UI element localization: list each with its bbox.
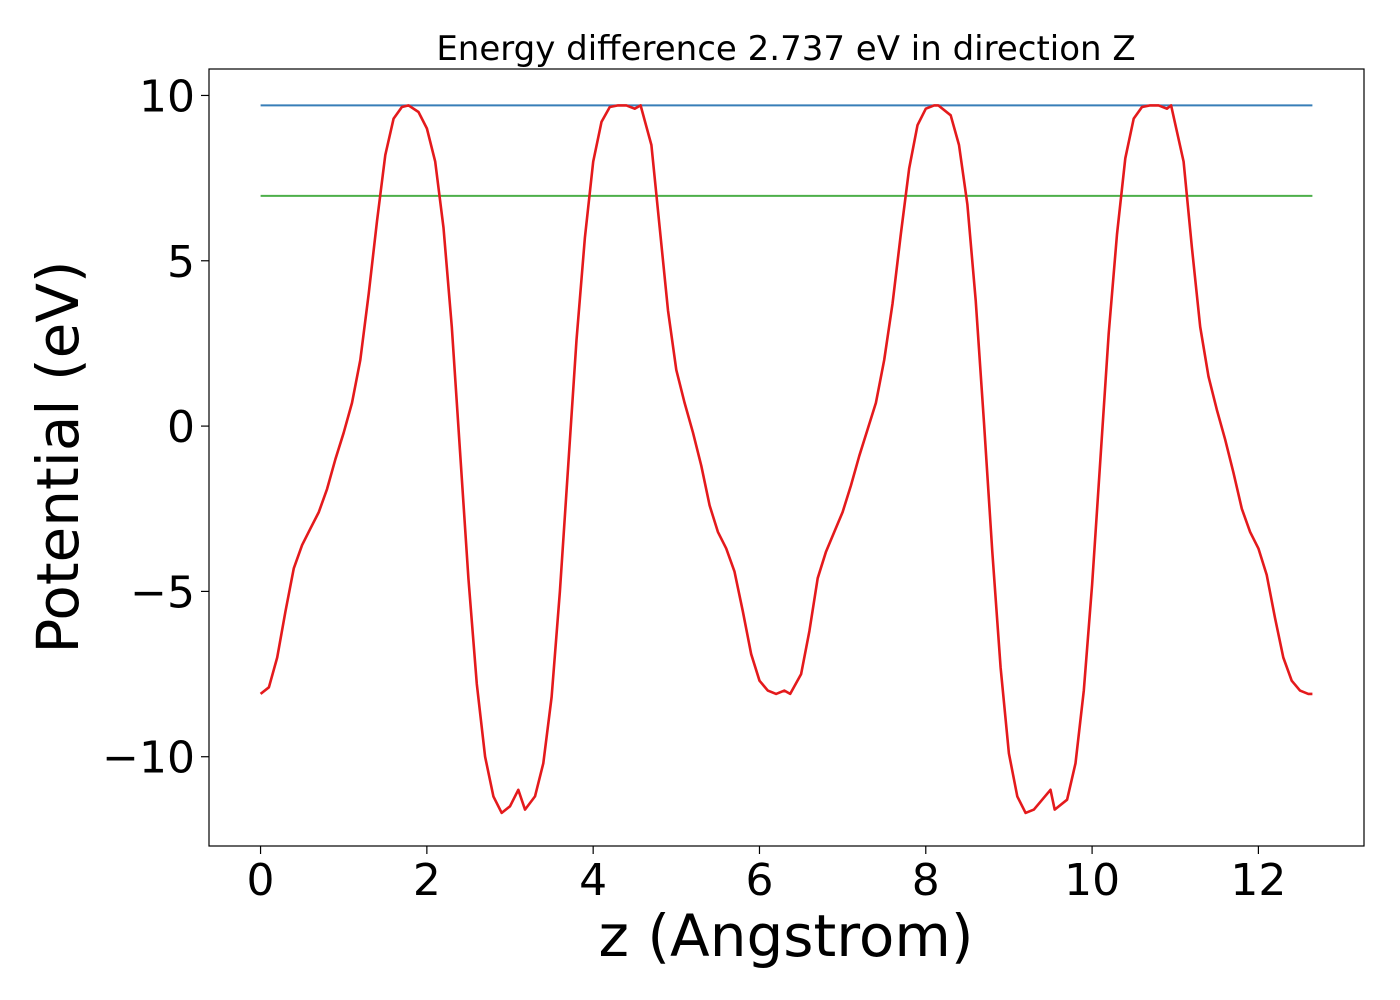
y-tick-label: 10 [139,71,195,122]
x-axis: 0 2 4 6 8 10 12 [247,846,1286,906]
x-tick-label: 12 [1230,855,1286,906]
y-tick-label: 5 [167,237,195,288]
x-axis-title: z (Angstrom) [599,902,974,970]
x-tick-label: 4 [579,855,607,906]
y-tick-label: 0 [167,402,195,453]
x-tick-label: 8 [912,855,940,906]
x-tick-label: 10 [1064,855,1120,906]
y-tick-label: −10 [102,733,195,784]
x-tick-label: 2 [413,855,441,906]
y-axis-title: Potential (eV) [24,260,92,653]
plot-frame [208,68,1365,847]
y-axis: −10 −5 0 5 10 [102,71,209,784]
potential-curve [259,104,1313,815]
x-tick-label: 6 [745,855,773,906]
y-tick-label: −5 [130,567,195,618]
chart-title: Energy difference 2.737 eV in direction … [436,29,1135,69]
x-tick-label: 0 [247,855,275,906]
series-layer [259,104,1313,815]
